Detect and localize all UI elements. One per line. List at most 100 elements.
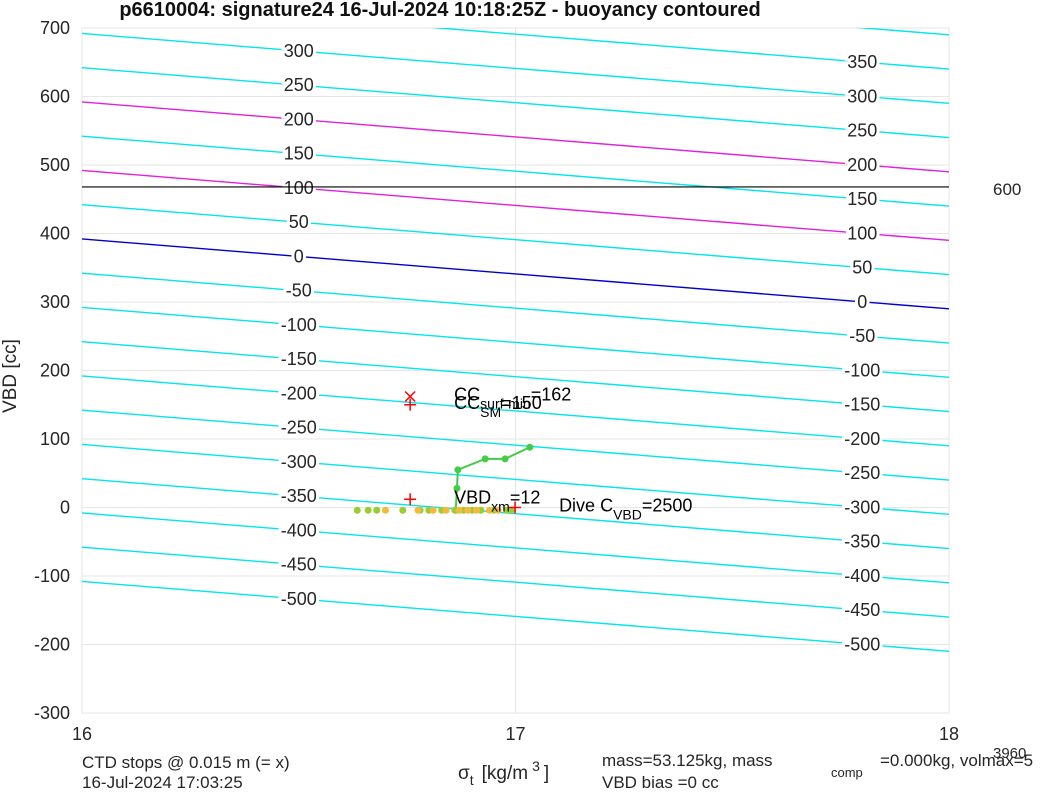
- contour-label: 0: [857, 292, 867, 312]
- y-tick-label: 200: [40, 361, 70, 381]
- stop-point: [472, 506, 480, 514]
- y-tick-label: 300: [40, 292, 70, 312]
- contour-line: [82, 478, 949, 550]
- contour-line: [82, 101, 949, 173]
- contour-line: [82, 341, 949, 413]
- profile-point: [481, 455, 489, 463]
- contour-line: [82, 169, 949, 242]
- contour-label: -400: [281, 520, 317, 540]
- label-sub: xm: [491, 498, 510, 514]
- contour-label: -150: [844, 395, 880, 415]
- contour-line: [82, 67, 949, 139]
- y-tick-label: 400: [40, 224, 70, 244]
- x-label-part: ]: [544, 763, 549, 784]
- marker-label: CCsurf-min=162: [454, 385, 571, 412]
- note: 3960: [993, 745, 1026, 762]
- profile-line: [454, 446, 531, 511]
- contour-line: [82, 546, 949, 618]
- marker: [509, 501, 522, 514]
- note: VBD bias =0 cc: [602, 773, 719, 790]
- contour-label: 100: [284, 178, 314, 198]
- label-sub: SM: [480, 404, 501, 420]
- contour-label: -450: [281, 555, 317, 575]
- contour-label: 100: [847, 223, 877, 243]
- marker: [404, 390, 416, 403]
- plot-layer: [82, 28, 949, 653]
- marker-label: Dive CVBD=2500: [559, 496, 692, 523]
- contour-label: -250: [281, 418, 317, 438]
- contour-label: -250: [844, 463, 880, 483]
- x-label-part: 3: [532, 758, 540, 774]
- contour-label: 250: [284, 75, 314, 95]
- marker: [404, 398, 417, 411]
- contour-label: 200: [284, 109, 314, 129]
- stop-point: [381, 506, 389, 514]
- marker: [404, 493, 417, 506]
- label-tail: =150: [501, 393, 542, 413]
- y-tick-label: -200: [34, 635, 70, 655]
- label-tail: =12: [510, 487, 541, 507]
- contour-label: 150: [847, 189, 877, 209]
- contour-label: -50: [849, 326, 875, 346]
- contour-label: -50: [286, 281, 312, 301]
- x-label-part: σ: [458, 763, 470, 784]
- x-tick-label: 17: [505, 724, 525, 744]
- x-label-part: t: [470, 772, 474, 788]
- y-tick-label: 700: [40, 18, 70, 38]
- contour-line: [82, 135, 949, 207]
- contour-label: -450: [844, 600, 880, 620]
- y-tick-label: 0: [60, 498, 70, 518]
- contour-label: -200: [281, 383, 317, 403]
- y-tick-label: -300: [34, 703, 70, 723]
- contour-label: 0: [294, 246, 304, 266]
- stop-point: [494, 506, 502, 514]
- stop-point: [364, 506, 372, 514]
- contour-line: [82, 580, 949, 653]
- stop-point: [464, 506, 472, 514]
- label-sub: surf-min: [480, 396, 531, 412]
- stop-point: [442, 506, 450, 514]
- contour-label: -100: [281, 315, 317, 335]
- contour-label: -350: [844, 532, 880, 552]
- stop-point: [373, 506, 381, 514]
- stop-point: [353, 506, 361, 514]
- stop-point: [414, 506, 422, 514]
- y-tick-label: 500: [40, 155, 70, 175]
- contour-line: [82, 32, 949, 105]
- contour-label: 200: [847, 155, 877, 175]
- x-label-part: [kg/m: [482, 763, 528, 784]
- contour-line: [82, 409, 949, 481]
- contour-label: 50: [289, 212, 309, 232]
- contour-label: -500: [281, 589, 317, 609]
- contour-label: 50: [852, 258, 872, 278]
- contour-label: 350: [847, 52, 877, 72]
- profile-point: [501, 455, 509, 463]
- y-tick-label: -100: [34, 566, 70, 586]
- label-main: VBD: [454, 487, 491, 507]
- contour-line: [430, 28, 949, 70]
- contour-line: [82, 238, 949, 310]
- label-tail: =2500: [642, 496, 693, 516]
- label-main: CC: [454, 385, 480, 405]
- label-sub: VBD: [613, 507, 642, 523]
- label-tail: =162: [531, 385, 572, 405]
- y-axis-label: VBD [cc]: [0, 339, 21, 413]
- label-main: Dive C: [559, 496, 613, 516]
- x-tick-label: 18: [939, 724, 959, 744]
- contour-label: 300: [847, 86, 877, 106]
- profile-point: [454, 466, 462, 474]
- contour-label: -200: [844, 429, 880, 449]
- contour-line: [82, 306, 949, 379]
- label-main: CC: [454, 393, 480, 413]
- y-tick-label: 600: [40, 87, 70, 107]
- contour-label: -100: [844, 360, 880, 380]
- reference-label: 600: [993, 180, 1021, 199]
- stop-point: [399, 506, 407, 514]
- y-tick-label: 100: [40, 429, 70, 449]
- profile-point: [453, 484, 461, 492]
- note: 16-Jul-2024 17:03:25: [82, 773, 243, 790]
- contour-label: -300: [281, 452, 317, 472]
- profile-point: [526, 443, 534, 451]
